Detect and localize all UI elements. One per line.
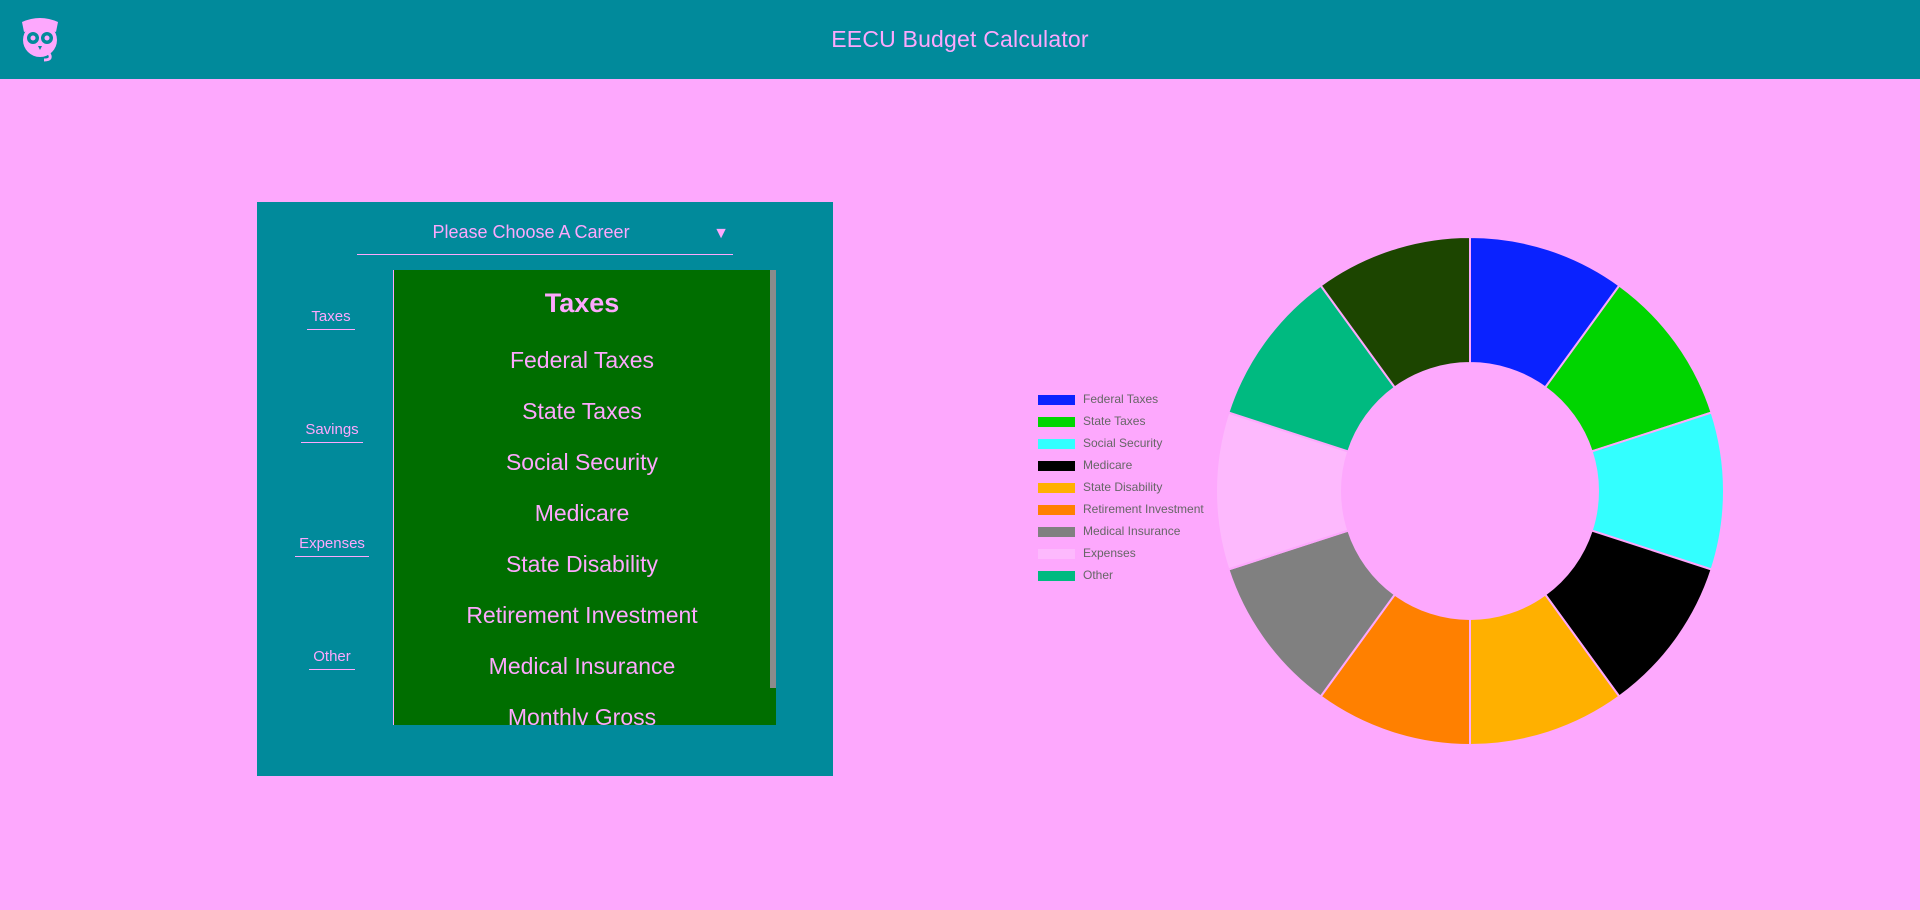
legend-item[interactable]: Retirement Investment <box>1038 502 1228 516</box>
legend-label: Social Security <box>1083 436 1163 450</box>
legend-swatch <box>1038 417 1075 427</box>
list-item-medicare[interactable]: Medicare <box>534 500 630 526</box>
legend-item[interactable]: Medical Insurance <box>1038 524 1228 538</box>
nav-other-link[interactable]: Other <box>309 648 355 670</box>
legend-swatch <box>1038 571 1075 581</box>
legend-label: Retirement Investment <box>1083 502 1204 516</box>
legend-swatch <box>1038 505 1075 515</box>
list-item-state-disability[interactable]: State Disability <box>505 551 659 577</box>
chevron-down-icon[interactable]: ▼ <box>713 225 729 242</box>
legend-item[interactable]: State Taxes <box>1038 414 1228 428</box>
donut-slice-unlabeled[interactable] <box>1319 235 1471 389</box>
app-header: EECU Budget Calculator <box>0 0 1920 79</box>
nav-taxes-link[interactable]: Taxes <box>307 308 355 330</box>
list-scrollbar[interactable] <box>770 270 776 688</box>
legend-item[interactable]: Other <box>1038 568 1228 582</box>
legend-label: State Taxes <box>1083 414 1146 428</box>
legend-item[interactable]: Social Security <box>1038 436 1228 450</box>
nav-savings-link[interactable]: Savings <box>301 421 363 443</box>
legend-swatch <box>1038 439 1075 449</box>
legend-swatch <box>1038 527 1075 537</box>
legend-item[interactable]: Federal Taxes <box>1038 392 1228 406</box>
legend-swatch <box>1038 483 1075 493</box>
list-item-state-taxes[interactable]: State Taxes <box>522 398 642 424</box>
nav-expenses-link[interactable]: Expenses <box>295 535 369 557</box>
legend-item[interactable]: Medicare <box>1038 458 1228 472</box>
legend-swatch <box>1038 395 1075 405</box>
legend-swatch <box>1038 549 1075 559</box>
app-title: EECU Budget Calculator <box>831 26 1089 52</box>
legend-swatch <box>1038 461 1075 471</box>
list-item-federal-taxes[interactable]: Federal Taxes <box>509 347 655 373</box>
budget-panel: Please Choose A Career ▼ Taxes Savings E… <box>257 202 833 776</box>
legend-label: Medical Insurance <box>1083 524 1181 538</box>
career-select-label: Please Choose A Career <box>432 222 630 242</box>
legend-label: Federal Taxes <box>1083 392 1159 406</box>
list-item-medical-insurance[interactable]: Medical Insurance <box>488 653 676 679</box>
legend-item[interactable]: State Disability <box>1038 480 1228 494</box>
list-item-social-security[interactable]: Social Security <box>505 449 659 475</box>
career-select[interactable]: Please Choose A Career ▼ <box>357 218 733 255</box>
legend-label: Medicare <box>1083 458 1133 472</box>
legend-label: Other <box>1083 568 1114 582</box>
legend-label: Expenses <box>1083 546 1136 560</box>
legend-label: State Disability <box>1083 480 1163 494</box>
list-item-monthly-gross[interactable]: Monthly Gross <box>507 704 657 725</box>
list-heading: Taxes <box>544 288 620 318</box>
owl-logo-icon[interactable] <box>18 16 62 62</box>
budget-donut-chart <box>1215 235 1725 747</box>
list-item-retirement-investment[interactable]: Retirement Investment <box>466 602 698 628</box>
legend-item[interactable]: Expenses <box>1038 546 1228 560</box>
budget-list[interactable]: Taxes Federal Taxes State Taxes Social S… <box>393 270 776 725</box>
